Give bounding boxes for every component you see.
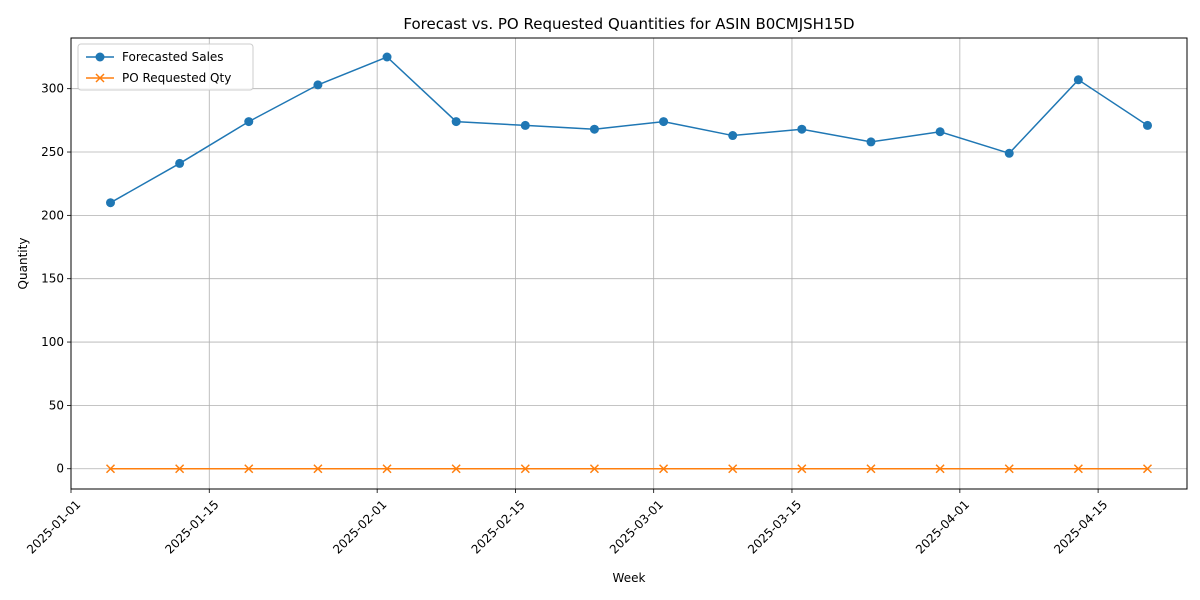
y-tick-label: 0 xyxy=(56,462,64,476)
data-point xyxy=(659,117,669,127)
series-layer xyxy=(105,52,1153,474)
data-point xyxy=(797,464,807,474)
data-point xyxy=(313,464,323,474)
y-tick-label: 100 xyxy=(41,335,64,349)
data-point xyxy=(797,124,807,134)
data-point xyxy=(935,464,945,474)
x-axis-label: Week xyxy=(613,571,646,585)
data-point xyxy=(659,464,669,474)
x-tick-label: 2025-03-01 xyxy=(607,497,666,556)
data-point xyxy=(520,120,530,130)
x-tick-label: 2025-01-01 xyxy=(24,497,83,556)
x-tick-label: 2025-02-01 xyxy=(330,497,389,556)
data-point xyxy=(589,464,599,474)
legend-item: Forecasted Sales xyxy=(86,50,224,64)
data-point xyxy=(1073,464,1083,474)
x-tick-label: 2025-04-15 xyxy=(1051,497,1110,556)
x-tick-label: 2025-04-01 xyxy=(913,497,972,556)
data-point xyxy=(1142,120,1152,130)
ticks: 0 50 100 150 200 250 300 2025-01-01 2025-01-15 20… xyxy=(24,82,1110,557)
data-point xyxy=(382,52,392,62)
data-point xyxy=(244,117,254,127)
data-point xyxy=(935,127,945,137)
y-axis-label: Quantity xyxy=(16,238,30,290)
legend-marker xyxy=(95,52,105,62)
data-point xyxy=(589,124,599,134)
x-tick-label: 2025-01-15 xyxy=(162,497,221,556)
data-point xyxy=(175,464,185,474)
data-point xyxy=(451,117,461,127)
data-point xyxy=(1142,464,1153,474)
y-tick-label: 200 xyxy=(41,208,64,222)
data-point xyxy=(1073,75,1083,85)
series-2 xyxy=(105,464,1153,474)
x-tick-label: 2025-03-15 xyxy=(745,497,804,556)
legend-item: PO Requested Qty xyxy=(86,71,231,85)
y-tick-label: 150 xyxy=(41,272,64,286)
data-point xyxy=(728,131,738,141)
data-point xyxy=(1004,464,1014,474)
grid xyxy=(70,38,1187,489)
data-point xyxy=(866,464,876,474)
y-tick-label: 250 xyxy=(41,145,64,159)
data-point xyxy=(382,464,392,474)
legend-label: Forecasted Sales xyxy=(122,50,224,64)
data-point xyxy=(175,158,185,168)
legend: Forecasted Sales PO Requested Qty xyxy=(77,43,254,91)
chart-title: Forecast vs. PO Requested Quantities for… xyxy=(403,15,854,33)
data-point xyxy=(313,80,323,90)
series-1 xyxy=(106,52,1152,208)
data-point xyxy=(451,464,461,474)
data-point xyxy=(244,464,254,474)
legend-label: PO Requested Qty xyxy=(122,71,231,85)
x-tick-label: 2025-02-15 xyxy=(469,497,528,556)
data-point xyxy=(1004,148,1014,158)
data-point xyxy=(106,198,116,208)
data-point xyxy=(520,464,530,474)
y-tick-label: 300 xyxy=(41,82,64,96)
series-line xyxy=(110,56,1148,204)
data-point xyxy=(105,464,116,474)
y-tick-label: 50 xyxy=(49,398,64,412)
data-point xyxy=(728,464,738,474)
data-point xyxy=(866,137,876,147)
legend-marker xyxy=(95,73,105,83)
legend-box xyxy=(77,43,254,91)
plot-frame xyxy=(70,37,1188,490)
